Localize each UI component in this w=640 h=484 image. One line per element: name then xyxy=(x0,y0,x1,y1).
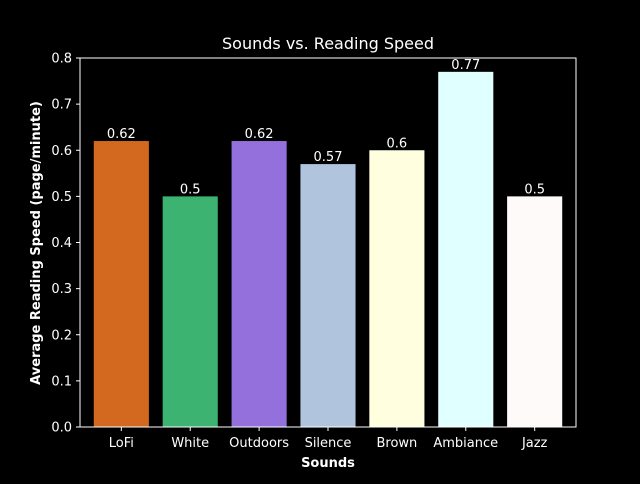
y-tick-label: 0.4 xyxy=(51,236,72,251)
y-tick-label: 0.0 xyxy=(51,421,72,436)
data-label-brown: 0.6 xyxy=(387,136,408,151)
bar-silence xyxy=(300,164,356,427)
data-label-white: 0.5 xyxy=(180,182,201,197)
x-tick-label-white: White xyxy=(171,436,209,451)
y-tick-label: 0.5 xyxy=(51,190,72,205)
y-tick-label: 0.2 xyxy=(51,328,72,343)
data-label-silence: 0.57 xyxy=(314,150,343,165)
x-tick-label-jazz: Jazz xyxy=(521,436,548,451)
y-tick-label: 0.8 xyxy=(51,52,72,67)
bar-lofi xyxy=(93,141,149,427)
bar-brown xyxy=(369,150,425,427)
chart-title: Sounds vs. Reading Speed xyxy=(222,34,434,53)
plot-area: 0.62 0.5 0.62 0.57 0.6 0.77 0.5 0.0 0.1 0.2 0.3 0.4… xyxy=(51,52,577,451)
x-tick-label-lofi: LoFi xyxy=(109,436,134,451)
bar-ambiance xyxy=(438,71,494,427)
data-label-jazz: 0.5 xyxy=(524,182,545,197)
y-tick-label: 0.7 xyxy=(51,98,72,113)
data-label-outdoors: 0.62 xyxy=(245,127,274,142)
y-tick-label: 0.6 xyxy=(51,144,72,159)
bar-white xyxy=(162,196,218,428)
x-axis-label: Sounds xyxy=(301,456,355,471)
y-tick-label: 0.1 xyxy=(51,374,72,389)
x-tick-label-silence: Silence xyxy=(305,436,352,451)
x-tick-label-ambiance: Ambiance xyxy=(433,436,498,451)
y-tick-label: 0.3 xyxy=(51,282,72,297)
bar-jazz xyxy=(507,196,563,428)
x-tick-label-brown: Brown xyxy=(376,436,417,451)
data-label-ambiance: 0.77 xyxy=(451,58,480,73)
bar-outdoors xyxy=(231,141,287,427)
x-tick-label-outdoors: Outdoors xyxy=(229,436,289,451)
y-axis-label: Average Reading Speed (page/minute) xyxy=(29,101,44,385)
data-label-lofi: 0.62 xyxy=(107,127,136,142)
